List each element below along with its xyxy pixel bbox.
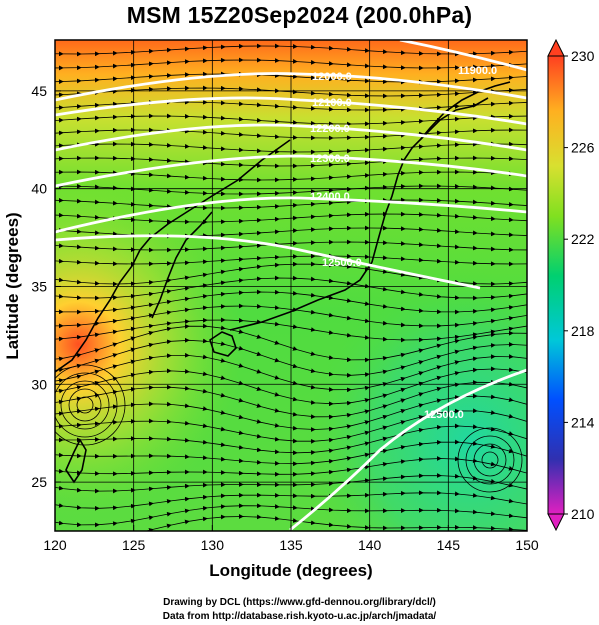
contour-label: 12500.0	[322, 257, 362, 269]
y-tick-label: 30	[31, 376, 47, 392]
coastline-china	[55, 139, 291, 373]
streamline	[55, 155, 527, 169]
credits: Drawing by DCL (https://www.gfd-dennou.o…	[0, 596, 599, 624]
contour-label: 12300.0	[310, 153, 350, 165]
contour-label: 12100.0	[312, 97, 352, 109]
eddy-streamline	[55, 364, 126, 446]
contour-line	[55, 196, 527, 234]
coastlines	[55, 81, 511, 484]
streamline	[55, 43, 527, 57]
x-axis-ticks: 120 125 130 135 140 145 150	[43, 525, 539, 553]
contour-line	[289, 368, 527, 531]
streamline	[55, 239, 527, 253]
streamline	[55, 197, 527, 211]
coastline-korea	[151, 211, 213, 319]
lat-lon-grid	[55, 40, 527, 531]
streamlines	[55, 43, 527, 531]
colorbar: 210 214 218 222 226 230	[547, 38, 595, 532]
streamline	[55, 225, 527, 239]
contour-line	[399, 40, 527, 72]
contour-label: 12500.0	[424, 409, 464, 421]
contour-line	[55, 154, 527, 188]
streamline	[55, 127, 527, 141]
coastline-hokkaido	[419, 97, 489, 141]
contour-line	[55, 72, 527, 102]
x-tick-label: 140	[358, 537, 382, 553]
colorbar-tick-label: 230	[571, 48, 595, 64]
streamline	[55, 99, 527, 113]
streamline	[55, 57, 527, 71]
x-tick-label: 125	[122, 537, 146, 553]
y-axis-title: Latitude (degrees)	[3, 212, 22, 359]
streamline	[55, 113, 527, 127]
contour-line	[55, 96, 527, 126]
x-tick-label: 120	[43, 537, 67, 553]
coastline-japan	[229, 81, 511, 331]
colorbar-max-arrow	[547, 38, 565, 57]
colorbar-scale	[547, 55, 565, 515]
eddy-streamline	[457, 427, 523, 493]
streamline	[55, 71, 527, 85]
contour-line	[55, 123, 527, 152]
contour-label: 12400.0	[310, 191, 350, 203]
colorbar-tick-label: 214	[571, 414, 595, 430]
streamline	[55, 211, 527, 225]
colorbar-tick-label: 210	[571, 506, 595, 522]
map-title: MSM 15Z20Sep2024 (200.0hPa)	[126, 2, 473, 28]
streamline	[58, 514, 527, 531]
y-tick-label: 25	[31, 474, 47, 490]
eddy-streamline	[60, 380, 110, 430]
x-tick-label: 145	[437, 537, 461, 553]
height-contours	[55, 40, 527, 531]
eddy-streamline	[68, 388, 102, 422]
credit-drawing: Drawing by DCL (https://www.gfd-dennou.o…	[163, 597, 436, 608]
colorbar-tick-label: 226	[571, 140, 595, 156]
eddy-streamline	[481, 451, 499, 469]
contour-labels: 11900.0 12000.0 12100.0 12200.0 12300.0 …	[310, 65, 497, 421]
colorbar-ticks: 210 214 218 222 226 230	[564, 48, 595, 522]
contour-label: 12200.0	[310, 123, 350, 135]
y-tick-label: 40	[31, 181, 47, 197]
x-tick-label: 150	[515, 537, 539, 553]
x-tick-label: 130	[201, 537, 225, 553]
eddy-streamline	[55, 372, 118, 438]
credit-data: Data from http://database.rish.kyoto-u.a…	[162, 611, 437, 622]
eddy-streamline	[465, 435, 515, 485]
contour-line	[55, 234, 481, 290]
coastline-kyushu	[209, 331, 237, 357]
colorbar-min-arrow	[547, 513, 565, 532]
x-tick-label: 135	[279, 537, 303, 553]
x-axis-title: Longitude (degrees)	[209, 561, 372, 580]
eddy-streamline	[473, 443, 507, 477]
colorbar-tick-label: 218	[571, 323, 595, 339]
contour-label: 12000.0	[312, 71, 352, 83]
y-axis-ticks: 25 30 35 40 45	[31, 83, 61, 490]
eddy-streamline	[76, 396, 94, 414]
contour-label: 11900.0	[458, 65, 497, 77]
y-tick-label: 35	[31, 278, 47, 294]
streamline	[55, 141, 527, 155]
colorbar-tick-label: 222	[571, 231, 595, 247]
y-tick-label: 45	[31, 83, 47, 99]
